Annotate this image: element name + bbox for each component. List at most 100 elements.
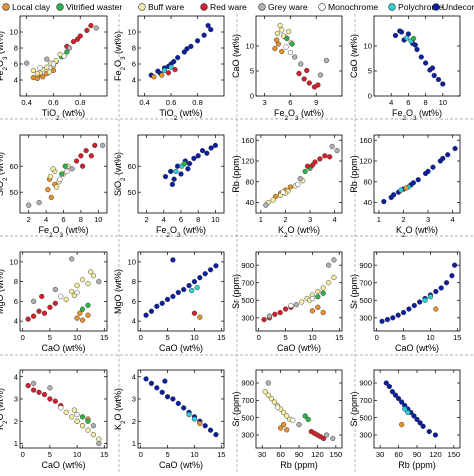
x-tick-label: 120 <box>311 450 324 459</box>
x-tick-label: 1 <box>259 215 263 224</box>
series-grey-ware <box>26 142 106 208</box>
data-point-buff-ware <box>299 299 305 305</box>
data-point-undecorated <box>417 420 423 426</box>
y-tick-label: 900 <box>359 379 372 388</box>
data-point-red-ware <box>80 163 86 169</box>
y-tick-label: 6 <box>14 60 18 69</box>
legend-item-local-clay: Local clay <box>2 2 51 12</box>
legend-marker-monochrome <box>318 3 326 11</box>
series-polychrome <box>161 64 174 74</box>
data-point-red-ware <box>327 154 333 160</box>
data-point-buff-ware <box>320 285 326 291</box>
legend-item-polychrome: Polychrome <box>388 2 444 12</box>
data-point-local-clay <box>197 314 203 320</box>
data-point-red-ware <box>261 316 267 323</box>
data-point-undecorated <box>175 400 181 407</box>
y-tick-label: 40 <box>364 198 372 207</box>
x-tick-label: 2 <box>283 215 287 224</box>
data-point-local-clay <box>40 74 46 80</box>
y-tick-label: 300 <box>241 431 254 440</box>
data-point-buff-ware <box>63 296 69 303</box>
data-point-local-clay <box>34 75 41 82</box>
data-point-vitrified-waster <box>59 171 65 177</box>
data-point-undecorated <box>162 173 169 180</box>
series-vitrified-waster <box>284 35 295 47</box>
x-tick-label: 15 <box>217 450 225 459</box>
series-local-clay <box>197 420 203 427</box>
y-tick-label: 4 <box>14 317 18 326</box>
data-point-red-ware <box>306 80 312 86</box>
data-point-buff-ware <box>46 69 53 75</box>
y-axis-label: Rb (ppm) <box>349 155 359 193</box>
data-point-undecorated <box>406 306 412 312</box>
x-tick-label: 0 <box>139 333 143 342</box>
data-point-red-ware <box>83 147 89 154</box>
legend-label-buff-ware: Buff ware <box>148 2 184 12</box>
panel-3: 3 6 9 0 5 10 Fe2O3 (wt%) CaO (wt%) <box>231 15 343 122</box>
data-point-polychrome <box>168 64 174 70</box>
panel-11: 0 5 10 15 300 500 700 900 CaO (wt%) Sr (ppm) <box>231 251 344 353</box>
data-point-monochrome <box>295 181 301 188</box>
data-point-undecorated <box>202 271 208 277</box>
x-axis-label: Fe2O3 (wt%) <box>274 108 324 122</box>
y-axis-label: SiO2 (wt%) <box>0 152 9 196</box>
legend-item-vitrified-waster: Vitrified waster <box>56 2 122 12</box>
data-point-red-ware <box>296 70 302 77</box>
data-point-vitrified-waster <box>181 160 188 167</box>
data-point-undecorated <box>154 385 160 391</box>
y-axis-label: Sr (ppm) <box>349 391 359 426</box>
series-local-clay <box>30 67 57 82</box>
x-axis-label: CaO (wt%) <box>395 343 439 353</box>
legend-marker-local-clay <box>2 3 10 11</box>
data-point-vitrified-waster <box>79 306 86 312</box>
legend-label-monochrome: Monochrome <box>328 2 378 12</box>
data-point-local-clay <box>74 315 80 321</box>
series-grey-ware <box>24 25 99 66</box>
x-tick-label: 10 <box>190 333 198 342</box>
data-point-undecorated <box>400 309 407 316</box>
panel-1: 0.4 0.6 0.8 4 6 8 10 TiO2 (wt%) Fe2O3 (wt%) <box>0 15 108 122</box>
y-tick-label: 10 <box>10 28 18 37</box>
data-point-grey-ware <box>30 298 37 305</box>
y-tick-label: 10 <box>246 42 254 51</box>
data-point-undecorated <box>207 267 214 273</box>
y-tick-label: 60 <box>128 162 136 171</box>
data-point-undecorated <box>197 275 203 281</box>
data-point-undecorated <box>170 293 176 300</box>
x-tick-label: 9 <box>314 98 318 107</box>
data-point-undecorated <box>199 147 206 154</box>
data-point-local-clay <box>309 308 316 314</box>
data-point-vitrified-waster <box>64 49 70 55</box>
series-monochrome <box>280 181 301 195</box>
data-point-undecorated <box>429 65 436 71</box>
data-point-undecorated <box>194 38 201 44</box>
x-tick-label: 10 <box>190 450 198 459</box>
data-point-undecorated <box>205 22 211 29</box>
y-tick-label: 8 <box>14 277 18 286</box>
x-tick-label: 10 <box>308 333 316 342</box>
data-point-undecorated <box>212 142 219 149</box>
data-point-undecorated <box>420 423 426 429</box>
data-point-undecorated <box>431 72 437 79</box>
data-point-vitrified-waster <box>85 302 91 308</box>
data-point-local-clay <box>281 421 287 428</box>
x-tick-label: 2 <box>144 215 148 224</box>
data-point-undecorated <box>414 416 420 423</box>
series-polychrome <box>402 406 411 416</box>
series-vitrified-waster <box>410 35 417 42</box>
y-axis-label: K2O (wt%) <box>113 388 127 430</box>
data-point-undecorated <box>414 46 420 53</box>
x-tick-label: 0.6 <box>48 98 59 107</box>
data-point-red-ware <box>172 66 178 73</box>
x-axis-label: Fe2O3 (wt%) <box>156 225 206 239</box>
data-point-undecorated <box>433 288 439 295</box>
y-tick-label: 0 <box>250 92 254 101</box>
data-point-vitrified-waster <box>85 418 91 424</box>
legend-item-buff-ware: Buff ware <box>138 2 184 12</box>
y-tick-label: 160 <box>359 136 372 145</box>
y-tick-label: 50 <box>128 188 136 197</box>
data-point-red-ware <box>84 27 90 34</box>
series-polychrome <box>189 284 200 294</box>
data-point-undecorated <box>390 315 396 321</box>
data-point-buff-ware <box>271 399 278 405</box>
